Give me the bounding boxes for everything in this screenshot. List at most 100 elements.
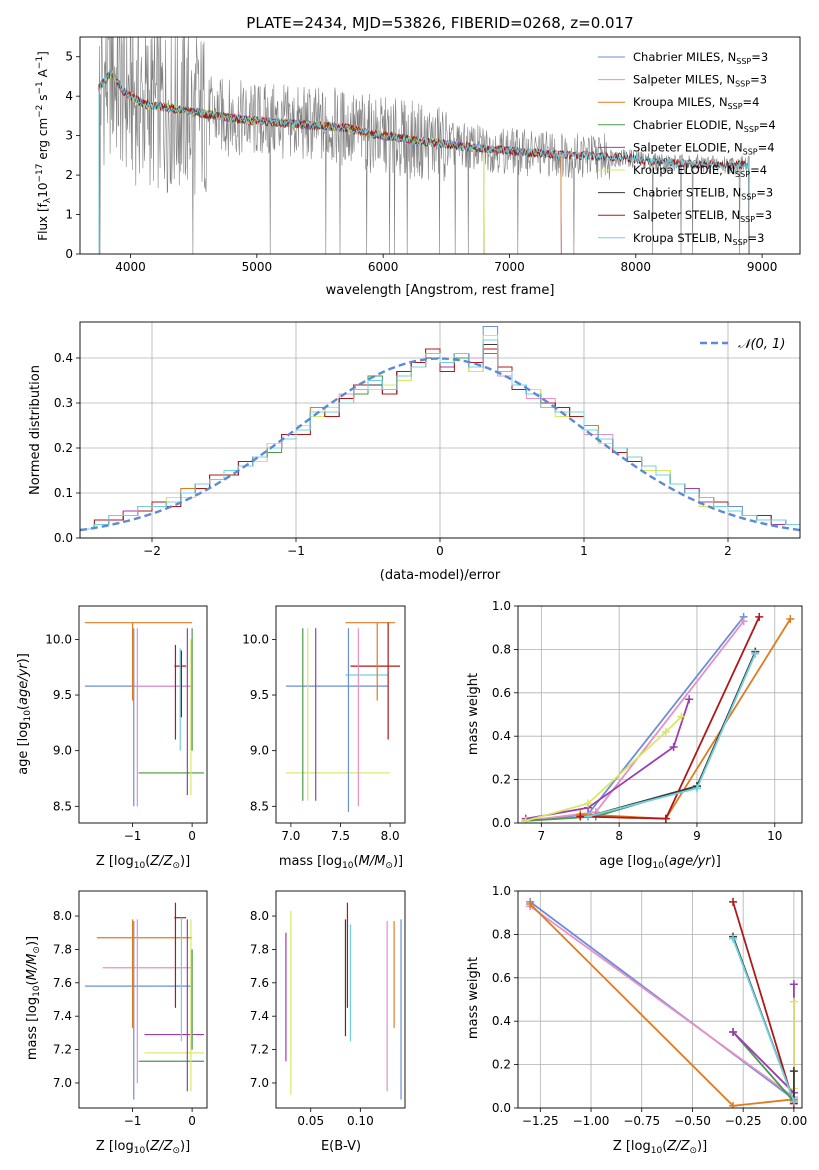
z-mass-axes-plot-area [84,902,205,1100]
spectrum-legend: Chabrier MILES, NSSP=3 Salpeter MILES, NS… [598,50,776,247]
age-weight-axes-frame [517,605,803,824]
mass-age-axes-ytick-label: 9.0 [250,744,269,758]
z-age-axes-frame [78,605,208,824]
z-weight-axes-xtick-label: −1.25 [522,1114,559,1128]
weight-marker [685,695,694,704]
weight-marker [789,1067,798,1076]
age-weight-axes-grid [518,605,802,824]
legend-value: =4 [750,163,767,177]
gaussian-curve [80,357,800,532]
ebv-mass-axes-frame [275,890,406,1109]
z-age-ylabel: age [log10(age/yr)] [16,653,33,775]
ebv-mass-axes-ytick-label: 7.4 [250,1009,269,1023]
z-age-axes-xtick-label: −1 [124,829,142,843]
legend-value: =3 [750,73,767,87]
spectrum-axes-ytick-label: 1 [65,208,73,222]
spectrum-axes-ytick-label: 5 [65,50,73,64]
weight-marker [669,743,678,752]
z-age-axes-plot-area [84,622,205,807]
legend-subscript: SSP [735,170,750,179]
weight-marker [521,816,530,823]
legend-value: =3 [751,50,768,64]
z-mass-axes-frame [78,890,208,1109]
residuals-axes: −2 −1 0 1 2 0.0 0.1 0.2 0.3 0.4 𝒩(0, 1) [54,321,801,558]
legend-label: Chabrier STELIB, NSSP=3 [633,186,773,202]
z-weight-axes-ytick-label: 0.4 [492,1014,511,1028]
residuals-axes-frame [79,321,801,539]
weight-marker [661,814,670,823]
weight-marker [526,900,535,909]
weight-marker [789,980,798,989]
mass-age-axes-plot-area [285,622,401,812]
age-weight-axes: 7 8 9 10 0.0 0.2 0.4 0.6 0.8 1.0 [492,599,803,843]
age-weight-axes-plot-area [521,612,795,823]
weight-line [525,699,691,820]
spectrum-axes: 4000 5000 6000 7000 8000 9000 0 1 2 3 4 5 Chabrier M… [65,36,801,274]
model-spectrum-line [98,70,485,254]
ebv-mass-axes-xtick-label: 0.05 [297,1114,324,1128]
z-mass-axes-xtick-label: −1 [124,1114,142,1128]
z-weight-axes-frame [517,890,803,1109]
histogram-step [80,339,800,530]
weight-line [529,905,795,1098]
ebv-mass-axes-xtick-label: 0.10 [347,1114,374,1128]
z-weight-axes: −1.25 −1.00 −0.75 −0.50 −0.25 0.00 0.0 0.2 0.4 0.… [492,884,807,1128]
legend-subscript: SSP [743,147,758,156]
z-weight-axes-ytick-label: 0.8 [492,927,511,941]
z-weight-axes-ytick-label: 1.0 [492,884,511,898]
legend-subscript: SSP [733,238,748,247]
ebv-mass-axes-ytick-label: 7.0 [250,1076,269,1090]
ebv-mass-xlabel: E(B-V) [321,1139,361,1154]
weight-marker [729,897,738,906]
legend-value: =4 [743,95,760,109]
weight-marker [692,784,701,793]
mass-age-axes-ytick-label: 10.0 [242,632,269,646]
z-age-axes-ytick-label: 9.0 [53,744,72,758]
z-mass-axes-ytick-label: 7.0 [53,1076,72,1090]
residuals-axes-ytick-label: 0.3 [54,396,73,410]
z-age-axes-ytick-label: 8.5 [53,799,72,813]
z-mass-axes-ytick-label: 8.0 [53,909,72,923]
model-spectrum-line [98,69,485,254]
residuals-axes-xtick-label: 0 [436,544,444,558]
spectrum-axes-xtick-label: 7000 [494,260,525,274]
spectrum-axes-xtick-label: 6000 [368,260,399,274]
weight-line [732,938,795,1102]
z-weight-axes-xtick-label: −0.50 [674,1114,711,1128]
z-age-axes-ytick-label: 10.0 [45,632,72,646]
z-weight-axes-xtick-label: −0.75 [623,1114,660,1128]
age-weight-axes-ytick-label: 1.0 [492,599,511,613]
spectrum-axes-ytick-label: 3 [65,129,73,143]
legend-value: =4 [759,118,776,132]
z-weight-axes-xtick-label: −1.00 [573,1114,610,1128]
z-mass-xlabel: Z [log10(Z/Z⊙)] [96,1139,190,1156]
z-mass-axes-ytick-label: 7.2 [53,1043,72,1057]
age-weight-axes-xtick-label: 7 [538,829,546,843]
z-weight-xlabel: Z [log10(Z/Z⊙)] [613,1139,707,1156]
weight-marker [729,1101,738,1108]
spectrum-title: PLATE=2434, MJD=53826, FIBERID=0268, z=0… [246,14,633,32]
residuals-legend: 𝒩(0, 1) [700,337,785,352]
legend-label: Salpeter ELODIE, NSSP=4 [633,140,775,156]
residuals-axes-ytick-label: 0.4 [54,351,73,365]
weight-marker [729,1028,738,1037]
weight-line [525,616,745,822]
legend-label: Chabrier MILES, NSSP=3 [633,50,768,66]
age-weight-axes-ytick-label: 0.4 [492,729,511,743]
z-weight-axes-ytick-label: 0.6 [492,971,511,985]
model-spectrum-line [98,74,485,254]
residuals-axes-plot-area [80,326,800,532]
weight-marker [789,997,798,1006]
weight-marker [786,615,795,624]
weight-marker [576,812,585,821]
mass-age-axes-ytick-label: 8.5 [250,799,269,813]
z-mass-axes: −1 0 7.0 7.2 7.4 7.6 7.8 8.0 [53,890,208,1128]
weight-marker [739,617,748,626]
z-age-axes-ytick-label: 9.5 [53,688,72,702]
spectrum-axes-xtick-label: 9000 [747,260,778,274]
age-weight-axes-ytick-label: 0.8 [492,642,511,656]
spectrum-axes-frame [79,36,801,255]
spectrum-axes-ytick-label: 0 [65,247,73,261]
z-mass-ylabel: mass [log10(M/M⊙)] [25,936,42,1060]
spectrum-axes-xtick-label: 5000 [242,260,273,274]
